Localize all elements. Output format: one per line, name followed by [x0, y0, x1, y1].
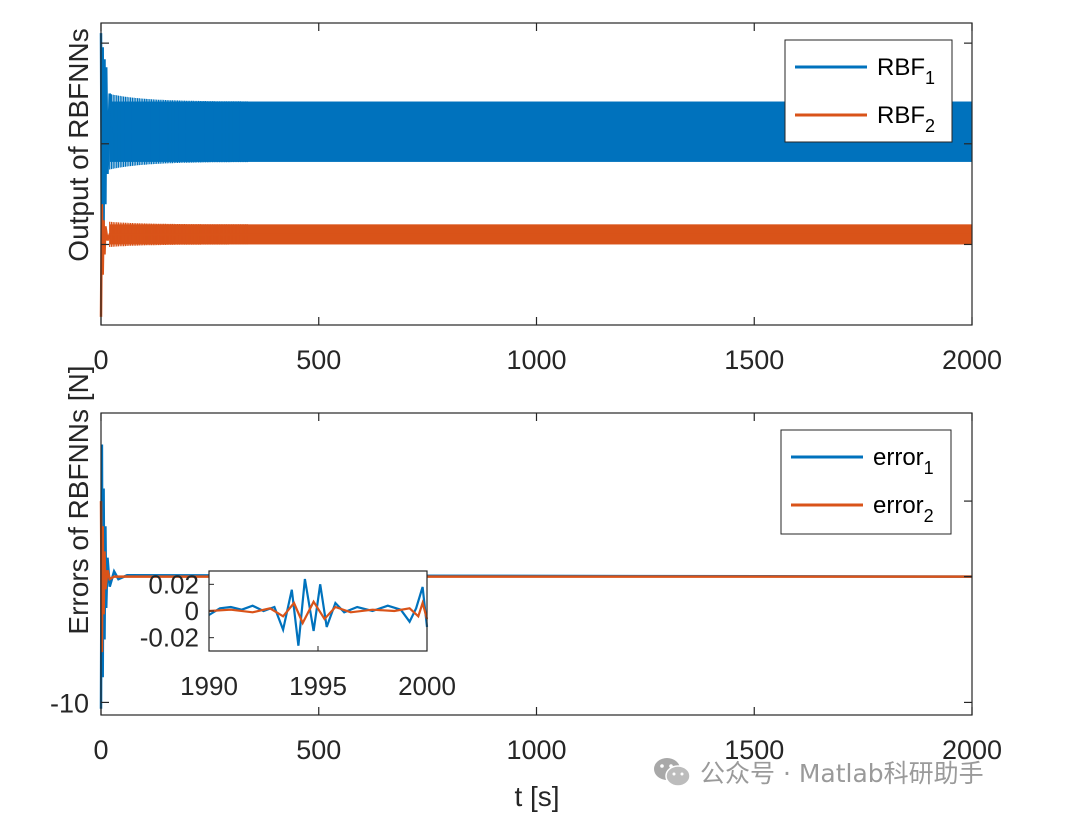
inset-series-line-2 — [208, 599, 429, 626]
bottom-x-tick-label: 1500 — [724, 735, 784, 765]
top-axes-ticks: 0 500 1000 1500 2000 — [93, 23, 1002, 375]
bottom-legend-box — [780, 429, 952, 535]
top-y-axis-label: Output of RBFNNs — [63, 28, 94, 261]
inset-x-tick-label: 1995 — [289, 671, 347, 701]
bottom-y-tick-label: -10 — [50, 688, 89, 718]
bottom-axes-series — [99, 444, 973, 709]
inset-axes: 1990 1995 2000 0.020-0.02 — [140, 569, 456, 701]
bottom-axes-ticks: 0 500 1000 1500 2000 -10 — [50, 413, 1002, 765]
inset-axes-series — [208, 578, 429, 646]
watermark: 公众号 · Matlab科研助手 — [652, 752, 984, 792]
bottom-series-line-2 — [99, 501, 972, 653]
bottom-x-tick-label: 0 — [93, 735, 108, 765]
top-legend-box — [784, 39, 953, 143]
inset-x-tick-label: 2000 — [398, 671, 456, 701]
top-x-tick-label: 1000 — [506, 345, 566, 375]
bottom-x-tick-label: 2000 — [942, 735, 1002, 765]
bottom-x-tick-label: 500 — [296, 735, 341, 765]
inset-y-tick-label: 0.02 — [148, 569, 199, 599]
bottom-series-line-1 — [99, 444, 973, 709]
watermark-text: 公众号 · Matlab科研助手 — [700, 759, 984, 788]
top-x-tick-label: 2000 — [942, 345, 1002, 375]
inset-y-tick-label: -0.02 — [140, 623, 199, 653]
inset-y-tick-label: 0 — [185, 596, 199, 626]
inset-x-tick-label: 1990 — [180, 671, 238, 701]
top-series-line-1 — [99, 33, 972, 245]
top-series-line-2 — [99, 204, 972, 317]
bottom-x-axis-label: t [s] — [514, 781, 559, 812]
top-x-tick-label: 0 — [93, 345, 108, 375]
top-x-tick-label: 1500 — [724, 345, 784, 375]
inset-axes-ticks: 1990 1995 2000 0.020-0.02 — [140, 569, 456, 701]
wechat-icon — [654, 758, 691, 787]
top-x-tick-label: 500 — [296, 345, 341, 375]
bottom-y-axis-label: Errors of RBFNNs [N] — [63, 365, 94, 634]
bottom-x-tick-label: 1000 — [506, 735, 566, 765]
